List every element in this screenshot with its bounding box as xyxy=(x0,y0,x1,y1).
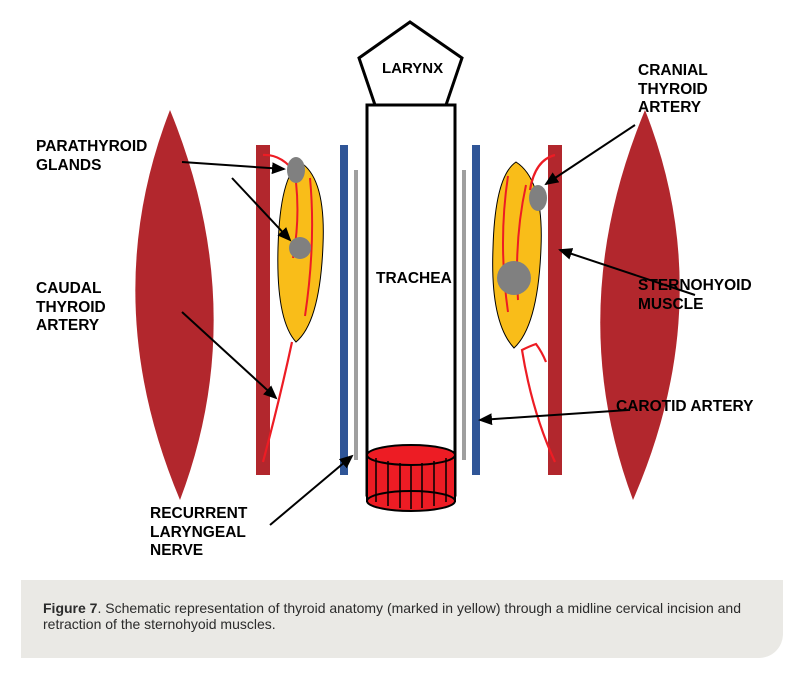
left-blue-line xyxy=(340,145,348,475)
left-parathyroid-upper xyxy=(287,157,305,183)
label-carotid: CAROTID ARTERY xyxy=(616,398,786,417)
figure-container: LARYNX TRACHEA PARATHYROID GLANDS CAUDAL… xyxy=(0,0,804,658)
right-carotid-bar xyxy=(548,145,562,475)
right-parathyroid-lower xyxy=(497,261,531,295)
label-cranial-artery: CRANIAL THYROID ARTERY xyxy=(638,62,758,118)
trachea-tube xyxy=(367,105,455,495)
figure-caption: Figure 7. Schematic representation of th… xyxy=(21,580,783,658)
left-carotid-bar xyxy=(256,145,270,475)
trachea-base xyxy=(367,445,455,511)
anatomy-diagram: LARYNX TRACHEA PARATHYROID GLANDS CAUDAL… xyxy=(0,0,804,570)
caption-label: Figure 7 xyxy=(43,600,97,616)
left-nerve xyxy=(354,170,358,460)
label-parathyroid: PARATHYROID GLANDS xyxy=(36,138,186,175)
label-trachea: TRACHEA xyxy=(376,270,452,289)
label-caudal-artery: CAUDAL THYROID ARTERY xyxy=(36,280,156,336)
right-blue-line xyxy=(472,145,480,475)
caption-text: . Schematic representation of thyroid an… xyxy=(43,600,741,632)
right-nerve xyxy=(462,170,466,460)
right-parathyroid-upper xyxy=(529,185,547,211)
label-larynx: LARYNX xyxy=(382,60,443,78)
left-parathyroid-lower xyxy=(289,237,311,259)
label-sternohyoid: STERNOHYOID MUSCLE xyxy=(638,277,788,314)
label-recurrent-nerve: RECURRENT LARYNGEAL NERVE xyxy=(150,505,300,561)
